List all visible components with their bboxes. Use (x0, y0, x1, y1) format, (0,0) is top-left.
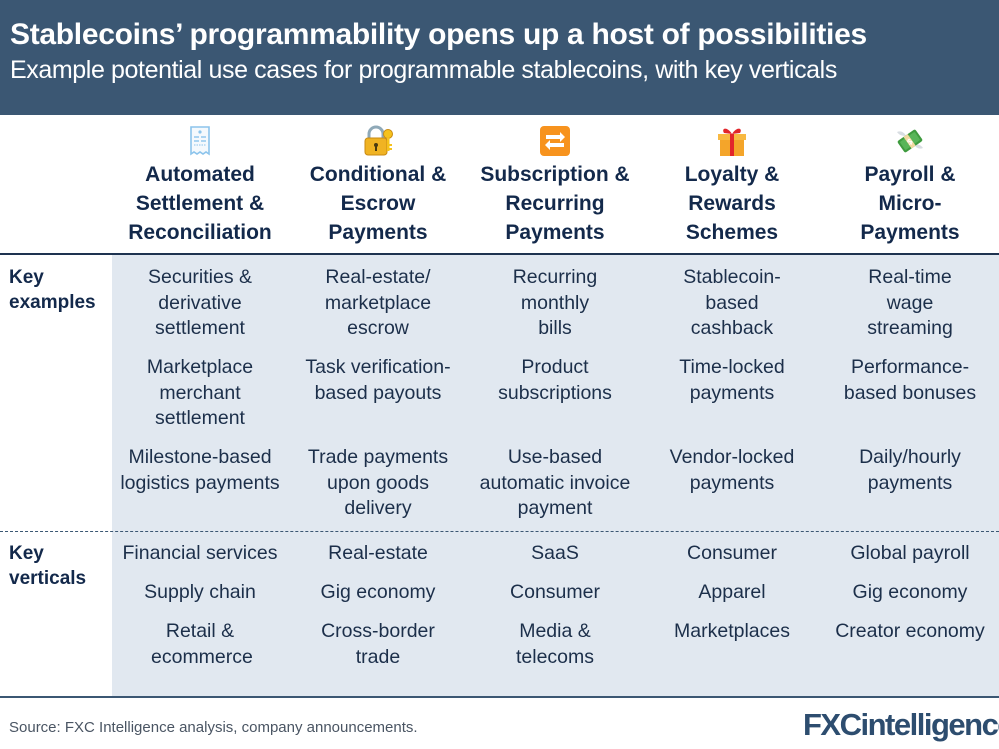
example-cell: Use-based automatic invoice payment (479, 446, 631, 519)
lock-with-key-icon (289, 124, 467, 158)
column-title-line: Subscription & (480, 163, 630, 186)
example-cell: Real-estate/ marketplace escrow (324, 266, 432, 339)
vertical-cell: Supply chain (144, 581, 256, 603)
repeat-arrows-icon (466, 124, 644, 158)
column-title-line: Settlement & (135, 192, 265, 215)
row-label-key-verticals: Key verticals (9, 543, 87, 589)
column-header-settlement: Automated Settlement & Reconciliation (111, 124, 289, 247)
fxc-intelligence-logo: FXCintelligence® (803, 707, 999, 743)
example-cell: Task verification-based payouts (305, 356, 451, 404)
example-cell: Marketplace merchant settlement (146, 356, 254, 429)
column-title-line: Conditional & (309, 163, 447, 186)
example-cell: Trade payments upon goods delivery (307, 446, 449, 519)
column-title-line: Automated (145, 163, 255, 186)
vertical-cell: Apparel (698, 581, 766, 603)
receipt-icon (111, 124, 289, 158)
column-title-line: Recurring (505, 192, 605, 215)
money-with-wings-icon: $ (821, 124, 999, 158)
example-cell: Milestone-based logistics payments (120, 446, 280, 494)
example-cell: Securities & derivative settlement (147, 266, 253, 339)
example-cell: Performance-based bonuses (843, 356, 977, 404)
vertical-cell: Marketplaces (674, 620, 790, 642)
example-cell: Product subscriptions (498, 356, 612, 404)
vertical-cell: Global payroll (850, 542, 970, 564)
example-cell: Vendor-locked payments (669, 446, 795, 494)
column-header-subscription: Subscription & Recurring Payments (466, 124, 644, 247)
vertical-cell: Media & telecoms (515, 620, 595, 668)
vertical-cell: Cross-border trade (321, 620, 435, 668)
column-header-escrow: Conditional & Escrow Payments (289, 124, 467, 247)
vertical-cell: Consumer (687, 542, 777, 564)
column-title-line: Rewards (688, 192, 776, 215)
column-title-line: Payroll & (864, 163, 956, 186)
example-cell: Stablecoin-based cashback (683, 266, 781, 339)
column-title-line: Reconciliation (128, 221, 272, 244)
vertical-cell: Financial services (122, 542, 278, 564)
header-banner: Stablecoins’ programmability opens up a … (0, 0, 999, 115)
vertical-cell: Creator economy (835, 620, 985, 642)
column-title-line: Escrow (340, 192, 416, 215)
logo-text: FXCintelligence (803, 707, 999, 742)
example-cell: Recurring monthly bills (512, 266, 598, 339)
gift-icon (643, 124, 821, 158)
column-title-line: Payments (860, 221, 960, 244)
vertical-cell: Consumer (510, 581, 600, 603)
vertical-cell: Real-estate (328, 542, 428, 564)
vertical-cell: Gig economy (852, 581, 968, 603)
header-divider (0, 253, 999, 255)
page-title: Stablecoins’ programmability opens up a … (10, 18, 867, 51)
table-bottom-rule (0, 696, 999, 698)
example-cell: Time-locked payments (679, 356, 785, 404)
section-divider (0, 531, 999, 532)
vertical-cell: SaaS (531, 542, 579, 564)
vertical-cell: Retail & ecommerce (151, 620, 253, 668)
column-title-line: Payments (505, 221, 605, 244)
column-title-line: Loyalty & (684, 163, 780, 186)
svg-text:$: $ (905, 136, 915, 147)
column-title-line: Payments (328, 221, 428, 244)
vertical-cell: Gig economy (320, 581, 436, 603)
source-note: Source: FXC Intelligence analysis, compa… (9, 719, 418, 736)
column-header-payroll: $ Payroll & Micro- Payments (821, 124, 999, 247)
table-body-background (112, 255, 999, 697)
row-label-key-examples: Key examples (9, 267, 96, 313)
example-cell: Real-time wage streaming (867, 266, 953, 339)
column-header-loyalty: Loyalty & Rewards Schemes (643, 124, 821, 247)
column-title-line: Micro- (878, 192, 942, 215)
page-subtitle: Example potential use cases for programm… (10, 56, 837, 84)
column-title-line: Schemes (685, 221, 779, 244)
example-cell: Daily/hourly payments (859, 446, 961, 494)
